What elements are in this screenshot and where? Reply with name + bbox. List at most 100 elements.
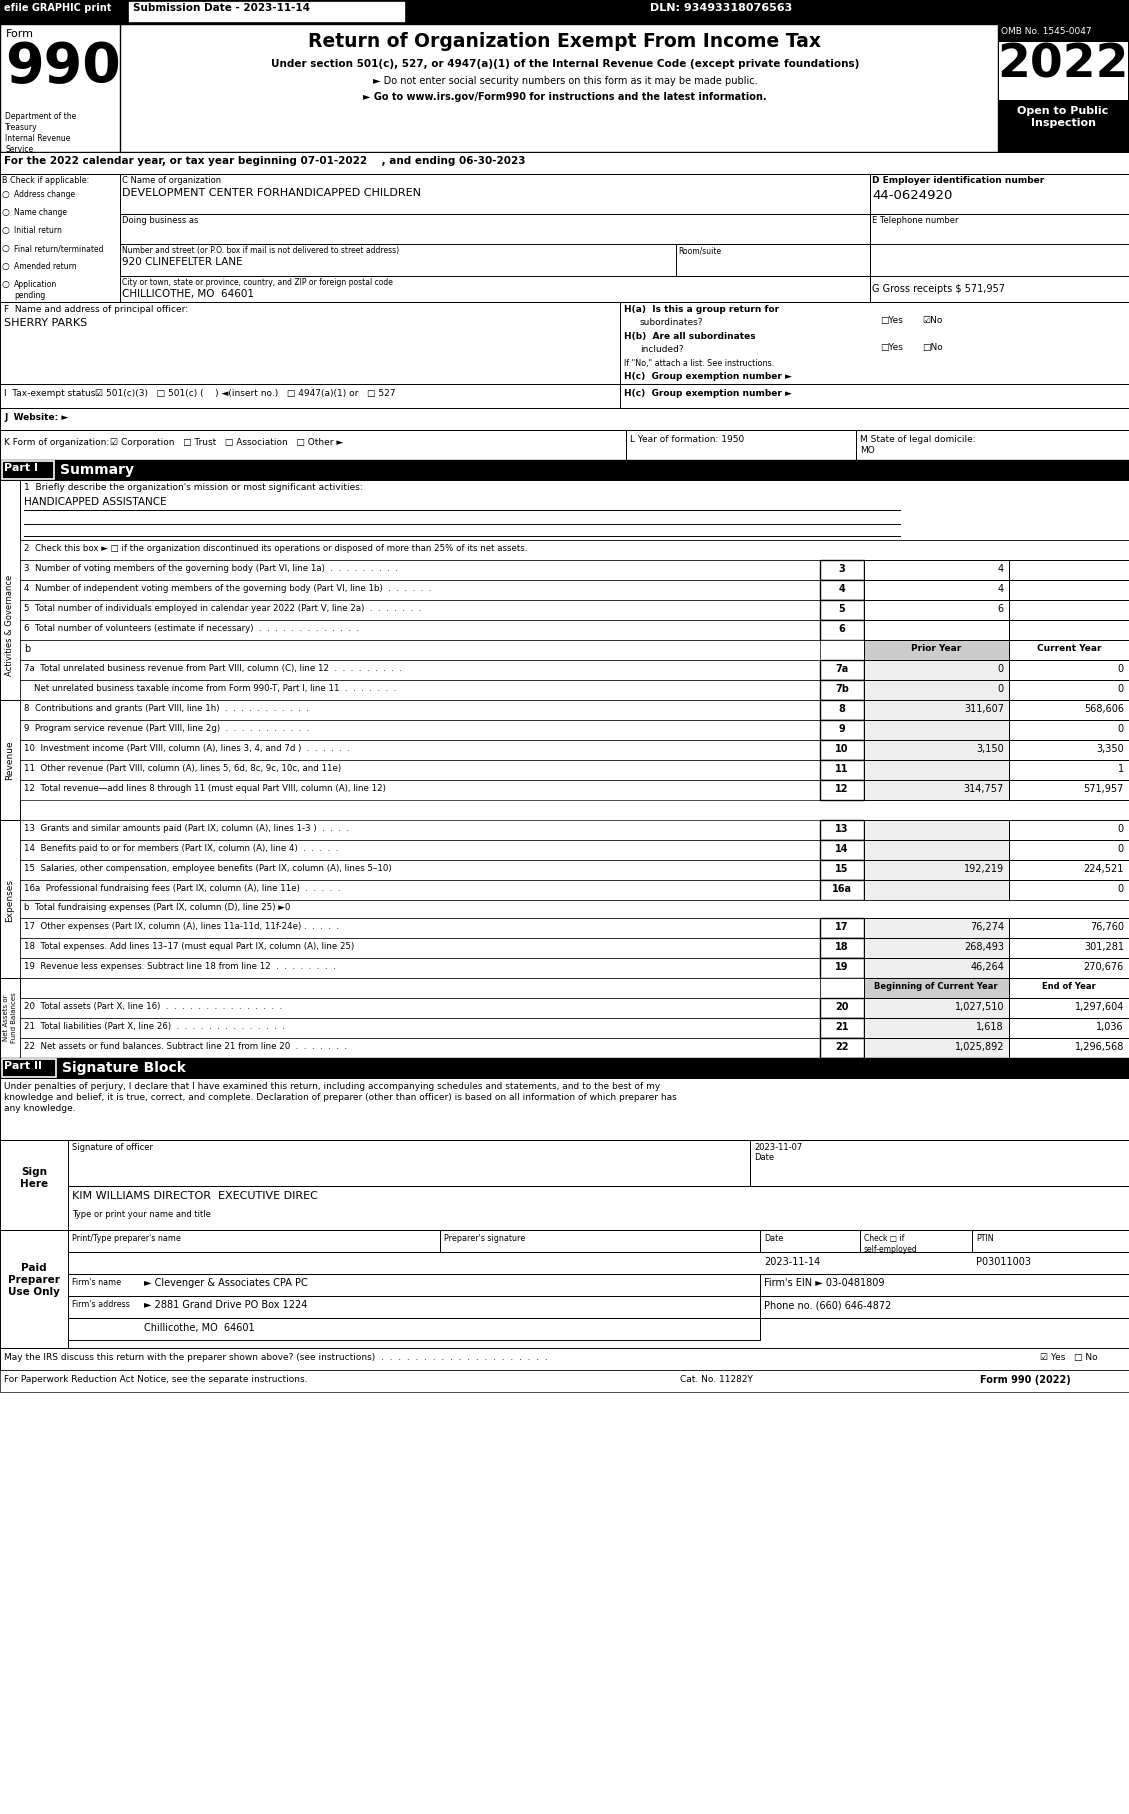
- Bar: [1009, 840, 1129, 860]
- Text: D Employer identification number: D Employer identification number: [872, 176, 1044, 185]
- Text: 16a  Professional fundraising fees (Part IX, column (A), line 11e)  .  .  .  .  : 16a Professional fundraising fees (Part …: [24, 883, 341, 892]
- Bar: [0, 1370, 1129, 1391]
- Text: Preparer's signature: Preparer's signature: [444, 1234, 525, 1243]
- Text: Print/Type preparer's name: Print/Type preparer's name: [72, 1234, 181, 1243]
- Text: 2023-11-07: 2023-11-07: [754, 1143, 803, 1152]
- Bar: [20, 880, 820, 900]
- Text: 1,618: 1,618: [977, 1021, 1004, 1032]
- Text: 44-0624920: 44-0624920: [872, 189, 953, 201]
- Text: 0: 0: [1118, 724, 1124, 735]
- Text: 10: 10: [835, 744, 849, 755]
- Bar: [20, 820, 820, 840]
- Bar: [1009, 918, 1129, 938]
- Bar: [864, 680, 1009, 700]
- Text: 14: 14: [835, 844, 849, 854]
- Text: Department of the
Treasury
Internal Revenue
Service: Department of the Treasury Internal Reve…: [5, 112, 77, 154]
- Bar: [20, 998, 820, 1018]
- Text: Firm's address: Firm's address: [72, 1301, 130, 1310]
- Text: 270,676: 270,676: [1084, 961, 1124, 972]
- Text: For the 2022 calendar year, or tax year beginning 07-01-2022    , and ending 06-: For the 2022 calendar year, or tax year …: [5, 156, 525, 167]
- Text: b  Total fundraising expenses (Part IX, column (D), line 25) ►0: b Total fundraising expenses (Part IX, c…: [24, 903, 290, 912]
- Bar: [0, 820, 20, 980]
- Bar: [0, 385, 1129, 408]
- Text: K Form of organization:: K Form of organization:: [5, 437, 110, 446]
- Text: 1,297,604: 1,297,604: [1075, 1001, 1124, 1012]
- Bar: [864, 918, 1009, 938]
- Bar: [120, 174, 870, 301]
- Text: Submission Date - 2023-11-14: Submission Date - 2023-11-14: [133, 4, 310, 13]
- Text: 0: 0: [1118, 664, 1124, 675]
- Text: Net unrelated business taxable income from Form 990-T, Part I, line 11  .  .  . : Net unrelated business taxable income fr…: [34, 684, 396, 693]
- Text: 568,606: 568,606: [1084, 704, 1124, 715]
- Bar: [1009, 561, 1129, 580]
- Bar: [820, 680, 864, 700]
- Text: P03011003: P03011003: [975, 1257, 1031, 1266]
- Text: 20  Total assets (Part X, line 16)  .  .  .  .  .  .  .  .  .  .  .  .  .  .  .: 20 Total assets (Part X, line 16) . . . …: [24, 1001, 282, 1010]
- Text: 8: 8: [839, 704, 846, 715]
- Text: I  Tax-exempt status:: I Tax-exempt status:: [5, 388, 98, 397]
- Bar: [0, 1348, 1129, 1370]
- Text: L Year of formation: 1950: L Year of formation: 1950: [630, 435, 744, 444]
- Text: 21: 21: [835, 1021, 849, 1032]
- Bar: [1009, 978, 1129, 998]
- Bar: [0, 0, 1129, 24]
- Text: 311,607: 311,607: [964, 704, 1004, 715]
- Text: 301,281: 301,281: [1084, 941, 1124, 952]
- Bar: [620, 301, 1129, 385]
- Text: Initial return: Initial return: [14, 227, 62, 236]
- Bar: [20, 620, 1129, 640]
- Text: ○: ○: [2, 190, 10, 200]
- Bar: [20, 541, 1129, 561]
- Text: ○: ○: [2, 261, 10, 270]
- Bar: [20, 760, 820, 780]
- Text: 3  Number of voting members of the governing body (Part VI, line 1a)  .  .  .  .: 3 Number of voting members of the govern…: [24, 564, 399, 573]
- Text: 3,150: 3,150: [977, 744, 1004, 755]
- Text: subordinates?: subordinates?: [640, 317, 703, 327]
- Text: Expenses: Expenses: [6, 878, 15, 922]
- Bar: [0, 301, 1129, 385]
- Text: 0: 0: [1118, 883, 1124, 894]
- Bar: [820, 958, 864, 978]
- Bar: [676, 245, 870, 276]
- Text: Signature of officer: Signature of officer: [72, 1143, 154, 1152]
- Text: ○: ○: [2, 279, 10, 288]
- Text: Check □ if
self-employed: Check □ if self-employed: [864, 1234, 918, 1253]
- Text: Revenue: Revenue: [6, 740, 15, 780]
- Text: Net Assets or
Fund Balances: Net Assets or Fund Balances: [3, 992, 17, 1043]
- Text: 9: 9: [839, 724, 846, 735]
- Text: 19  Revenue less expenses. Subtract line 18 from line 12  .  .  .  .  .  .  .  .: 19 Revenue less expenses. Subtract line …: [24, 961, 335, 970]
- Bar: [1009, 620, 1129, 640]
- Bar: [820, 740, 864, 760]
- Bar: [1009, 700, 1129, 720]
- Text: DLN: 93493318076563: DLN: 93493318076563: [650, 4, 793, 13]
- Text: M State of legal domicile:
MO: M State of legal domicile: MO: [860, 435, 975, 455]
- Bar: [68, 1252, 1129, 1273]
- Bar: [864, 640, 1009, 660]
- Text: Address change: Address change: [14, 190, 76, 200]
- Bar: [0, 301, 620, 385]
- Text: Form 990 (2022): Form 990 (2022): [980, 1375, 1070, 1386]
- Text: Signature Block: Signature Block: [62, 1061, 186, 1076]
- Bar: [0, 1058, 1129, 1078]
- Bar: [1009, 998, 1129, 1018]
- Text: 268,493: 268,493: [964, 941, 1004, 952]
- Text: 19: 19: [835, 961, 849, 972]
- Text: 20: 20: [835, 1001, 849, 1012]
- Bar: [20, 860, 820, 880]
- Text: H(c)  Group exemption number ►: H(c) Group exemption number ►: [624, 372, 791, 381]
- Text: ☑ Yes   □ No: ☑ Yes □ No: [1040, 1353, 1097, 1362]
- Text: 4: 4: [998, 564, 1004, 573]
- Text: 2  Check this box ► □ if the organization discontinued its operations or dispose: 2 Check this box ► □ if the organization…: [24, 544, 527, 553]
- Bar: [1009, 640, 1129, 660]
- Text: Part I: Part I: [5, 463, 38, 473]
- Text: □Yes: □Yes: [879, 316, 903, 325]
- Text: H(b)  Are all subordinates: H(b) Are all subordinates: [624, 332, 755, 341]
- Text: DEVELOPMENT CENTER FORHANDICAPPED CHILDREN: DEVELOPMENT CENTER FORHANDICAPPED CHILDR…: [122, 189, 421, 198]
- Bar: [20, 680, 1129, 700]
- Text: 6: 6: [839, 624, 846, 635]
- Text: 0: 0: [998, 684, 1004, 695]
- Bar: [820, 700, 864, 720]
- Text: 0: 0: [1118, 824, 1124, 834]
- Text: included?: included?: [640, 345, 684, 354]
- Text: For Paperwork Reduction Act Notice, see the separate instructions.: For Paperwork Reduction Act Notice, see …: [5, 1375, 307, 1384]
